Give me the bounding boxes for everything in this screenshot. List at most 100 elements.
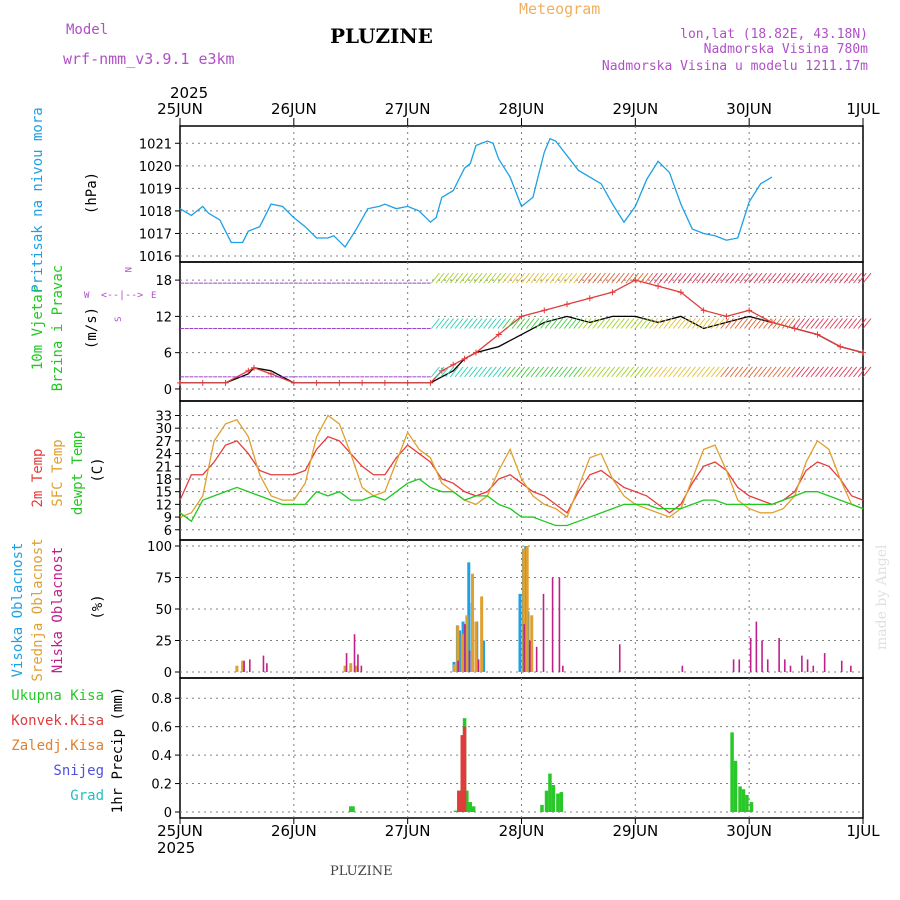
wind-barb: [772, 366, 782, 378]
cloud-bar: [778, 637, 780, 672]
year-bottom: 2025: [157, 839, 195, 857]
cloud-bar: [235, 665, 239, 672]
wind-barb: [464, 366, 473, 378]
wind-gust-marker: [461, 355, 468, 362]
cloud-bar: [471, 573, 475, 672]
compass-n: N: [122, 267, 132, 272]
wind-barb: [838, 318, 848, 329]
wind-barb: [639, 318, 649, 329]
wind-barb: [668, 318, 677, 329]
cloud-bar: [840, 660, 843, 672]
compass-s: S: [114, 317, 124, 322]
wind-barb: [535, 366, 545, 378]
wind-barb: [767, 318, 777, 329]
wind-barbs: [180, 272, 872, 378]
top-date-label: 29JUN: [612, 100, 658, 118]
temperature-ytick-label: 21: [155, 460, 172, 475]
cloud-bar: [480, 596, 484, 672]
cloud-bar: [353, 634, 356, 672]
wind-barb: [805, 366, 815, 378]
cloud-panel: 0 25 50 75 100: [147, 539, 864, 681]
wind-barb: [511, 366, 521, 378]
wind-barb: [805, 318, 815, 329]
bottom-date-label: 27JUN: [385, 822, 431, 840]
pressure-panel: 1016 1017 1018 1019 1020 1021: [139, 125, 864, 265]
wind-barb: [587, 272, 597, 284]
wind-barb: [744, 318, 753, 329]
wind-barb: [853, 366, 862, 378]
wind-barb: [753, 272, 763, 284]
cloud-ytick-label: 50: [155, 603, 172, 618]
wind-barb: [630, 272, 639, 284]
top-date-label: 1JUL: [846, 100, 880, 118]
cloud-bar: [477, 659, 480, 672]
wind-barb: [544, 366, 554, 378]
cloud-bar: [761, 640, 763, 672]
year-top: 2025: [170, 84, 208, 102]
wind-barb: [459, 272, 469, 284]
wind-barb: [715, 366, 725, 378]
wind-barb: [497, 272, 507, 284]
wind-barb: [791, 318, 801, 329]
wind-barb: [639, 366, 649, 378]
wind-labels: 10m Vjetar Brzina i Pravac (m/s) W E N S…: [30, 265, 156, 391]
precip-ytick-label: 0.4: [151, 749, 172, 764]
cloud-bar: [464, 624, 466, 672]
wind-barb: [782, 366, 791, 378]
wind-barb: [535, 318, 545, 329]
wind-barb: [653, 318, 663, 329]
wind-barb: [668, 366, 677, 378]
pressure-series-line: [179, 137, 773, 249]
cloud-bar: [562, 665, 564, 672]
cloud-bar: [525, 546, 529, 672]
wind-barb: [653, 272, 663, 284]
wind-barb: [763, 272, 772, 284]
wind-gust-marker: [438, 367, 445, 374]
wind-barb: [663, 272, 673, 284]
wind-barb: [862, 366, 872, 378]
cloud-labels: Visoka Oblacnost Srednja Oblacnost Niska…: [10, 538, 106, 681]
wind-barb: [777, 272, 786, 284]
wind-barb: [796, 318, 805, 329]
wind-barb: [672, 272, 682, 284]
wind-barb: [573, 272, 583, 284]
top-date-label: 26JUN: [271, 100, 317, 118]
wind-barb: [606, 272, 616, 284]
wind-barb: [649, 272, 658, 284]
wind-barb: [497, 318, 507, 329]
wind-ytick-label: 18: [155, 274, 172, 289]
precip-bar: [540, 804, 544, 812]
wind-barb: [805, 272, 815, 284]
compass-e: E: [151, 291, 156, 301]
wind-barb: [492, 366, 502, 378]
top-date-label: 27JUN: [385, 100, 431, 118]
wind-barb: [696, 272, 706, 284]
precip-bar: [738, 786, 742, 812]
wind-gust-marker: [746, 307, 753, 314]
precip-ytick-label: 0.2: [151, 778, 172, 793]
wind-barb: [857, 272, 867, 284]
cloud-bar: [749, 637, 752, 672]
wind-barb: [521, 366, 530, 378]
wind-barb: [483, 272, 492, 284]
wind-gust-marker: [199, 379, 206, 386]
wind-barb: [834, 318, 843, 329]
wind-barb: [791, 272, 801, 284]
precip-bar: [465, 790, 469, 812]
precip-bar: [351, 806, 355, 812]
precip-conv-title: Konvek.Kisa: [11, 713, 104, 729]
wind-gust-marker: [814, 331, 821, 338]
wind-barb: [725, 366, 734, 378]
cloud-bar: [812, 665, 815, 672]
wind-barb: [824, 272, 834, 284]
wind-barb: [454, 272, 464, 284]
wind-barb: [454, 318, 464, 329]
cloud-ylabel: (%): [90, 594, 106, 619]
wind-barb: [862, 318, 872, 329]
wind-barb: [450, 272, 459, 284]
wind-barb: [606, 366, 616, 378]
wind-barb: [848, 272, 858, 284]
precip-bar: [349, 806, 353, 812]
wind-barb: [454, 366, 464, 378]
wind-barb: [734, 366, 744, 378]
